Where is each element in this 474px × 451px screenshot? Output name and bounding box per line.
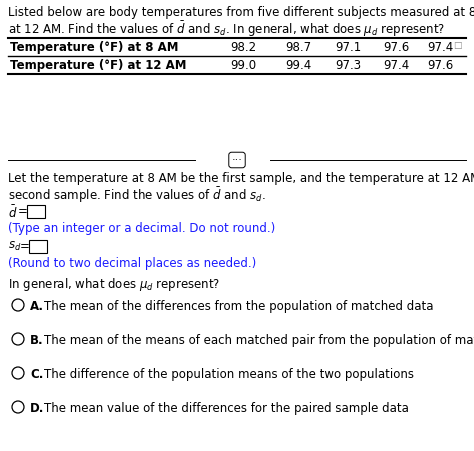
Text: The mean of the differences from the population of matched data: The mean of the differences from the pop… <box>44 300 434 313</box>
Text: Temperature (°F) at 12 AM: Temperature (°F) at 12 AM <box>10 59 186 72</box>
Text: (Round to two decimal places as needed.): (Round to two decimal places as needed.) <box>8 257 256 270</box>
Text: 98.2: 98.2 <box>230 41 256 54</box>
FancyBboxPatch shape <box>29 240 47 253</box>
Text: Listed below are body temperatures from five different subjects measured at 8 AM: Listed below are body temperatures from … <box>8 6 474 19</box>
Text: 99.4: 99.4 <box>285 59 311 72</box>
Text: ···: ··· <box>232 155 242 165</box>
Text: 97.6: 97.6 <box>383 41 409 54</box>
FancyBboxPatch shape <box>27 205 45 218</box>
Text: B.: B. <box>30 334 44 347</box>
Text: C.: C. <box>30 368 44 381</box>
Text: In general, what does $\mu_d$ represent?: In general, what does $\mu_d$ represent? <box>8 276 220 293</box>
Text: $s_d$: $s_d$ <box>8 240 21 253</box>
Text: The mean of the means of each matched pair from the population of matched data: The mean of the means of each matched pa… <box>44 334 474 347</box>
Text: at 12 AM. Find the values of $\bar{d}$ and $s_d$. In general, what does $\mu_d$ : at 12 AM. Find the values of $\bar{d}$ a… <box>8 20 445 39</box>
Text: 98.7: 98.7 <box>285 41 311 54</box>
Text: A.: A. <box>30 300 44 313</box>
Text: $\bar{d}$: $\bar{d}$ <box>8 205 18 221</box>
Text: □: □ <box>453 41 462 50</box>
Text: 97.4: 97.4 <box>383 59 409 72</box>
Text: 97.3: 97.3 <box>335 59 361 72</box>
Text: (Type an integer or a decimal. Do not round.): (Type an integer or a decimal. Do not ro… <box>8 222 275 235</box>
Text: =: = <box>18 205 28 218</box>
Text: The difference of the population means of the two populations: The difference of the population means o… <box>44 368 414 381</box>
Text: 99.0: 99.0 <box>230 59 256 72</box>
Text: 97.4: 97.4 <box>427 41 453 54</box>
Text: =: = <box>20 240 30 253</box>
Text: The mean value of the differences for the paired sample data: The mean value of the differences for th… <box>44 402 409 415</box>
Text: Let the temperature at 8 AM be the first sample, and the temperature at 12 AM be: Let the temperature at 8 AM be the first… <box>8 172 474 185</box>
Text: Temperature (°F) at 8 AM: Temperature (°F) at 8 AM <box>10 41 179 54</box>
Text: 97.6: 97.6 <box>427 59 453 72</box>
Text: second sample. Find the values of $\bar{d}$ and $s_d$.: second sample. Find the values of $\bar{… <box>8 186 266 205</box>
Text: D.: D. <box>30 402 45 415</box>
Text: 97.1: 97.1 <box>335 41 361 54</box>
